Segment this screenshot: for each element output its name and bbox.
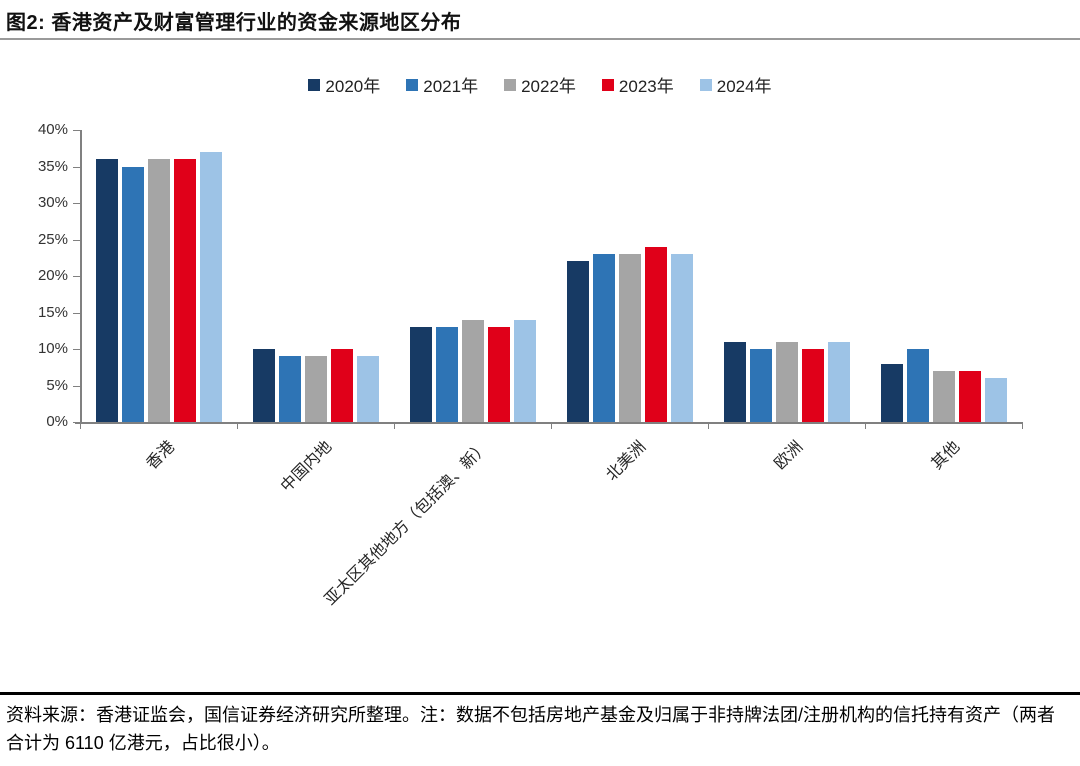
y-axis-tick (73, 203, 80, 204)
y-axis-tick-label: 25% (37, 230, 68, 248)
x-axis-tick (551, 422, 552, 429)
y-axis-tick (73, 276, 80, 277)
legend-label: 2024年 (716, 77, 772, 96)
footer-divider (0, 692, 1080, 695)
x-axis-tick (237, 422, 238, 429)
plot-area (80, 130, 1022, 422)
bar-2022年-其他 (932, 370, 955, 422)
x-axis-label-其他: 其他 (929, 438, 964, 473)
y-axis-tick (73, 166, 80, 168)
bar-2023年-其他 (958, 370, 981, 422)
y-axis-tick (73, 385, 80, 387)
x-axis (75, 422, 1022, 424)
bar-2022年-亚太区其他地方（包括澳、新） (461, 319, 484, 422)
bar-2020年-亚太区其他地方（包括澳、新） (409, 327, 432, 422)
y-axis-tick (73, 130, 80, 131)
x-axis-tick (708, 422, 709, 429)
y-axis-tick-label: 15% (37, 303, 68, 321)
x-axis-label-香港: 香港 (144, 438, 179, 473)
bar-2020年-欧洲 (723, 341, 746, 422)
y-axis-tick-label: 20% (37, 267, 68, 284)
y-axis-tick-label: 10% (37, 340, 68, 357)
bar-2022年-中国内地 (304, 356, 327, 422)
y-axis-tick-label: 40% (37, 121, 68, 138)
bar-2020年-香港 (95, 159, 118, 422)
bar-group-亚太区其他地方（包括澳、新） (394, 130, 551, 422)
bar-group-北美洲 (551, 130, 708, 422)
bar-2022年-欧洲 (775, 341, 798, 422)
page-title: 图2: 香港资产及财富管理行业的资金来源地区分布 (6, 12, 462, 34)
bar-2024年-北美洲 (670, 254, 693, 422)
legend-label: 2022年 (521, 77, 576, 96)
x-axis-tick (1022, 422, 1023, 429)
x-axis-tick (80, 422, 81, 429)
bar-2021年-亚太区其他地方（包括澳、新） (435, 327, 458, 422)
bar-2021年-其他 (906, 349, 929, 422)
bar-group-中国内地 (237, 130, 394, 422)
bar-2023年-欧洲 (801, 349, 824, 422)
y-axis-tick (73, 239, 80, 241)
bar-2023年-亚太区其他地方（包括澳、新） (487, 327, 510, 422)
x-axis-tick (394, 422, 395, 429)
y-axis (80, 130, 82, 424)
bar-2022年-北美洲 (618, 254, 641, 422)
bar-2020年-北美洲 (566, 261, 589, 422)
bar-chart: 40% 35% 30% 25% 20% 15% 10% 5% 0% 香港 中国内地 亚太区其他地方（包… (37, 121, 1023, 609)
bar-2022年-香港 (147, 159, 170, 422)
y-axis-tick (73, 349, 80, 350)
title-divider (0, 38, 1080, 40)
legend-swatch-icon (406, 78, 419, 91)
y-axis-tick-label: 30% (37, 194, 68, 211)
legend-swatch-icon (699, 78, 712, 91)
legend-label: 2023年 (618, 77, 674, 96)
legend-item-2024年: 2024年 (699, 72, 772, 97)
bar-2020年-中国内地 (252, 349, 275, 422)
bar-2021年-中国内地 (278, 356, 301, 422)
x-axis-label-北美洲: 北美洲 (603, 438, 650, 485)
bar-2020年-其他 (880, 363, 903, 422)
x-axis-label-亚太区其他地方（包括澳、新）: 亚太区其他地方（包括澳、新） (322, 438, 493, 609)
bar-group-香港 (80, 130, 237, 422)
y-axis-tick-label: 0% (46, 413, 68, 430)
bar-2024年-香港 (199, 151, 222, 422)
bar-2021年-欧洲 (749, 349, 772, 422)
y-axis-tick-label: 5% (46, 376, 68, 394)
legend-label: 2021年 (423, 77, 479, 96)
bar-group-欧洲 (708, 130, 865, 422)
bar-2024年-欧洲 (827, 341, 850, 422)
legend-item-2021年: 2021年 (406, 72, 478, 97)
bar-2023年-香港 (173, 159, 196, 422)
chart-legend: 2020年 2021年 2022年 2023年 2024年 (0, 72, 1080, 97)
y-axis-tick (73, 312, 80, 314)
legend-item-2020年: 2020年 (308, 72, 380, 97)
bar-2023年-北美洲 (644, 246, 667, 422)
source-note: 资料来源：香港证监会，国信证券经济研究所整理。注：数据不包括房地产基金及归属于非… (6, 705, 1055, 753)
legend-item-2023年: 2023年 (601, 72, 674, 97)
legend-swatch-icon (601, 78, 614, 91)
bar-group-其他 (865, 130, 1022, 422)
x-axis-label-欧洲: 欧洲 (772, 438, 807, 473)
legend-item-2022年: 2022年 (504, 72, 576, 97)
bar-2024年-亚太区其他地方（包括澳、新） (513, 319, 536, 422)
y-axis-tick-label: 35% (37, 157, 68, 175)
x-axis-tick (865, 422, 866, 429)
bar-2021年-北美洲 (592, 254, 615, 422)
x-axis-label-中国内地: 中国内地 (278, 438, 336, 496)
legend-swatch-icon (308, 78, 321, 91)
bar-2021年-香港 (121, 166, 144, 422)
bar-2023年-中国内地 (330, 349, 353, 422)
bar-2024年-中国内地 (356, 356, 379, 422)
bar-2024年-其他 (984, 378, 1007, 422)
legend-swatch-icon (504, 78, 517, 91)
legend-label: 2020年 (325, 77, 381, 96)
